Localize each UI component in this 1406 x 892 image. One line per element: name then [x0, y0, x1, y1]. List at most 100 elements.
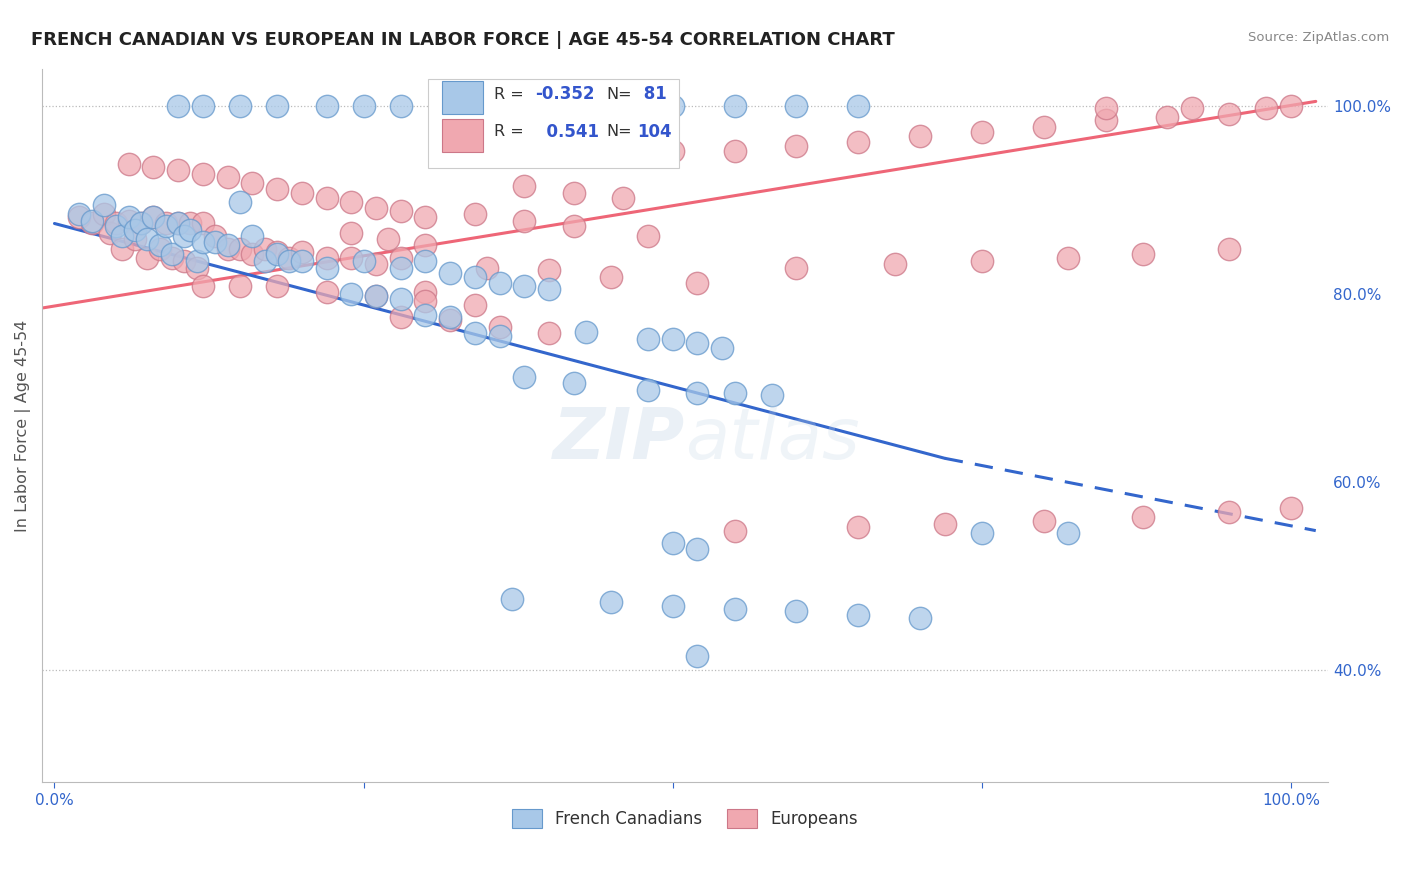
Point: [204, 235, 226, 250]
Point: [67, 207, 90, 221]
Point: [80, 213, 103, 227]
Point: [364, 289, 387, 303]
Point: [501, 592, 523, 607]
Point: [464, 298, 486, 312]
Point: [1094, 101, 1116, 115]
Point: [364, 201, 387, 215]
Point: [846, 135, 869, 149]
Point: [186, 260, 208, 275]
Point: [377, 232, 399, 246]
Point: [513, 279, 536, 293]
Point: [253, 254, 276, 268]
Point: [612, 191, 634, 205]
Point: [477, 260, 499, 275]
Point: [105, 219, 128, 234]
Point: [637, 383, 659, 397]
Point: [723, 524, 745, 538]
Point: [167, 217, 190, 231]
Point: [364, 289, 387, 303]
Point: [124, 232, 146, 246]
Text: 81: 81: [637, 85, 666, 103]
Point: [661, 599, 683, 613]
Point: [229, 279, 252, 293]
Point: [80, 217, 103, 231]
Point: [111, 242, 134, 256]
Point: [389, 260, 412, 275]
Point: [98, 226, 121, 240]
Point: [439, 99, 461, 113]
Point: [415, 285, 437, 299]
Point: [1181, 101, 1204, 115]
Point: [118, 213, 141, 227]
Point: [661, 99, 683, 113]
Point: [191, 99, 214, 113]
Legend: French Canadians, Europeans: French Canadians, Europeans: [505, 802, 865, 835]
Point: [191, 235, 214, 250]
Point: [291, 186, 314, 200]
Point: [661, 144, 683, 158]
Point: [105, 217, 128, 231]
Point: [1032, 120, 1054, 134]
Point: [160, 247, 183, 261]
Point: [464, 326, 486, 341]
Point: [167, 163, 190, 178]
Point: [253, 242, 276, 256]
Point: [217, 169, 239, 184]
Point: [439, 266, 461, 280]
Point: [315, 285, 337, 299]
Text: 0.541: 0.541: [534, 123, 599, 141]
Point: [1132, 510, 1154, 524]
Point: [315, 252, 337, 266]
Point: [637, 228, 659, 243]
Point: [142, 210, 165, 224]
Point: [415, 294, 437, 309]
Point: [364, 257, 387, 271]
Point: [1218, 242, 1240, 256]
Point: [191, 279, 214, 293]
Point: [723, 99, 745, 113]
Point: [149, 242, 172, 256]
Point: [600, 270, 623, 285]
Point: [686, 335, 709, 350]
Point: [191, 167, 214, 181]
Point: [340, 194, 363, 209]
FancyBboxPatch shape: [441, 119, 484, 152]
Point: [173, 228, 195, 243]
Point: [1057, 526, 1080, 541]
Point: [600, 99, 623, 113]
Point: [761, 388, 783, 402]
Point: [538, 282, 561, 296]
Point: [723, 144, 745, 158]
Point: [538, 263, 561, 277]
Point: [167, 217, 190, 231]
Point: [661, 536, 683, 550]
Point: [686, 276, 709, 290]
Point: [389, 252, 412, 266]
Text: ZIP: ZIP: [553, 405, 685, 475]
Point: [129, 217, 152, 231]
Point: [970, 125, 993, 139]
Point: [686, 542, 709, 557]
Text: N=: N=: [606, 124, 633, 139]
Point: [111, 228, 134, 243]
Y-axis label: In Labor Force | Age 45-54: In Labor Force | Age 45-54: [15, 319, 31, 532]
Point: [186, 254, 208, 268]
Point: [266, 182, 288, 196]
Point: [240, 176, 263, 190]
Point: [389, 204, 412, 219]
Point: [118, 210, 141, 224]
Point: [785, 260, 807, 275]
Point: [266, 279, 288, 293]
Point: [488, 99, 510, 113]
Point: [562, 186, 585, 200]
Point: [149, 238, 172, 252]
Text: R =: R =: [494, 124, 529, 139]
Point: [155, 217, 177, 231]
Text: 104: 104: [637, 123, 672, 141]
Point: [970, 254, 993, 268]
Point: [266, 244, 288, 259]
Point: [353, 99, 375, 113]
Point: [266, 247, 288, 261]
Point: [93, 207, 115, 221]
Point: [240, 247, 263, 261]
